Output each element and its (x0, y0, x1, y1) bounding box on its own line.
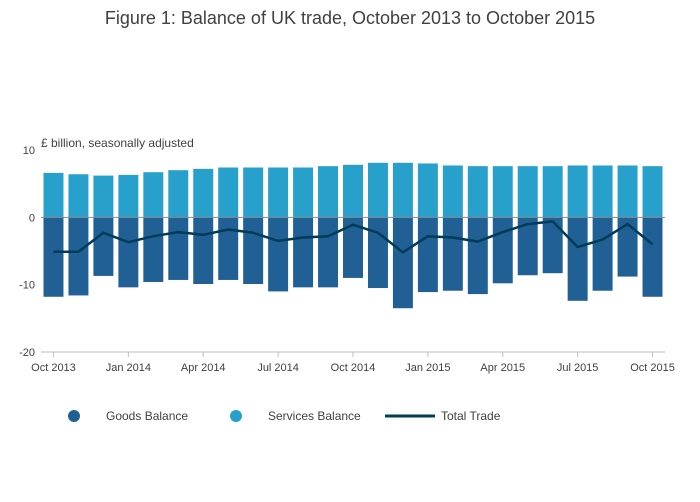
goods-bar-22 (592, 217, 613, 291)
services-bar-8 (243, 167, 264, 218)
x-tick-label-7: Jul 2015 (557, 362, 599, 374)
y-tick-label-2: -10 (19, 280, 35, 292)
total-trade-line (53, 220, 654, 254)
legend: Goods Balance Services Balance Total Tra… (68, 409, 501, 423)
x-tick-label-3: Jul 2014 (257, 362, 299, 374)
goods-bar-20 (542, 217, 563, 274)
goods-bar-9 (268, 217, 289, 292)
goods-bar-12 (343, 217, 363, 278)
services-bar-7 (218, 167, 239, 218)
services-bar-19 (517, 166, 538, 218)
goods-bar-14 (392, 217, 413, 309)
services-bar-5 (168, 170, 189, 218)
y-axis: 10 0 -10 -20 (19, 145, 35, 359)
services-bar-14 (392, 162, 413, 218)
y-tick-label-0: 10 (23, 145, 35, 157)
services-bar-9 (268, 167, 289, 218)
goods-bar-5 (168, 217, 189, 280)
goods-bar-24 (642, 217, 663, 297)
x-axis: Oct 2013 Jan 2014 Apr 2014 Jul 2014 Oct 2014… (31, 351, 675, 374)
x-tick-label-2: Apr 2014 (181, 362, 226, 374)
goods-bar-15 (417, 217, 438, 293)
goods-balance-swatch (68, 410, 80, 422)
x-tick-label-6: Apr 2015 (480, 362, 525, 374)
goods-bar-8 (243, 217, 264, 284)
x-tick-label-0: Oct 2013 (31, 362, 76, 374)
goods-balance-bars (43, 217, 663, 309)
chart-title: Figure 1: Balance of UK trade, October 2… (105, 8, 595, 28)
x-tick-label-4: Oct 2014 (331, 362, 376, 374)
y-tick-label-3: -20 (19, 347, 35, 359)
goods-bar-6 (193, 217, 214, 284)
goods-bar-13 (367, 217, 388, 289)
x-tick-label-8: Oct 2015 (630, 362, 675, 374)
services-bar-1 (68, 174, 89, 218)
services-bar-2 (93, 175, 114, 218)
legend-total-label: Total Trade (441, 409, 501, 423)
legend-services-label: Services Balance (268, 409, 361, 423)
x-tick-label-5: Jan 2015 (405, 362, 450, 374)
goods-bar-23 (617, 217, 638, 277)
services-bar-22 (592, 165, 613, 218)
goods-bar-2 (93, 217, 114, 276)
legend-goods-label: Goods Balance (106, 409, 188, 423)
services-bar-17 (467, 166, 488, 218)
services-balance-swatch (230, 410, 242, 422)
services-bar-3 (118, 174, 139, 218)
unit-label: £ billion, seasonally adjusted (41, 136, 194, 150)
y-tick-label-1: 0 (29, 212, 35, 224)
goods-bar-4 (143, 217, 164, 282)
services-bar-13 (367, 162, 388, 218)
goods-bar-1 (68, 217, 89, 296)
services-bar-0 (43, 172, 64, 218)
goods-bar-3 (118, 217, 139, 288)
services-bar-10 (293, 167, 314, 218)
services-bar-21 (567, 165, 588, 218)
goods-bar-18 (492, 217, 513, 284)
goods-bar-10 (293, 217, 314, 288)
goods-bar-16 (442, 217, 463, 291)
services-bar-11 (318, 166, 339, 218)
goods-bar-0 (43, 217, 64, 297)
legend-item-total[interactable]: Total Trade (385, 409, 501, 423)
services-bar-12 (343, 164, 363, 218)
goods-bar-17 (467, 217, 488, 295)
goods-bar-19 (517, 217, 538, 276)
services-bar-18 (492, 166, 513, 218)
services-bar-6 (193, 168, 214, 218)
services-bar-24 (642, 166, 663, 218)
legend-item-goods[interactable]: Goods Balance (68, 409, 188, 423)
services-bar-4 (143, 172, 164, 218)
services-bar-20 (542, 166, 563, 218)
goods-bar-11 (318, 217, 339, 288)
goods-bar-21 (567, 217, 588, 301)
services-bar-16 (442, 165, 463, 218)
x-tick-label-1: Jan 2014 (106, 362, 151, 374)
services-bar-23 (617, 165, 638, 218)
legend-item-services[interactable]: Services Balance (230, 409, 361, 423)
services-balance-bars (43, 162, 663, 218)
goods-bar-7 (218, 217, 239, 280)
services-bar-15 (417, 163, 438, 218)
